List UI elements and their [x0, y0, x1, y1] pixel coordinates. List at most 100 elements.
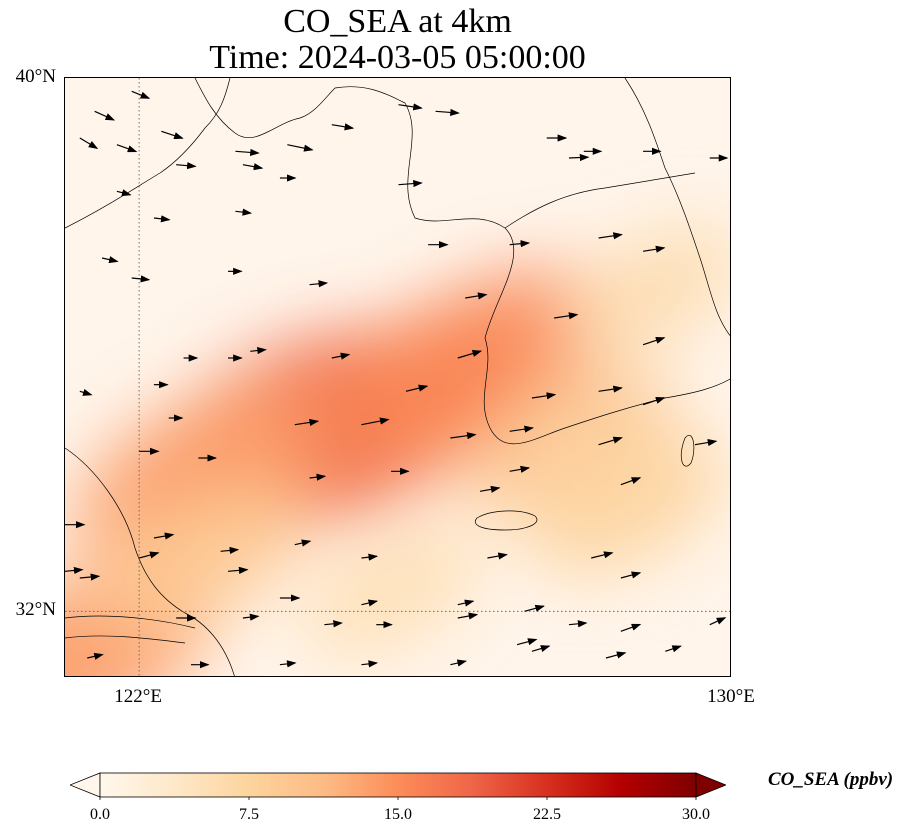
wind-vector-3	[161, 130, 184, 140]
wind-vector-88	[531, 645, 551, 652]
wind-vector-42	[79, 388, 93, 396]
colorbar-tick-label: 15.0	[384, 806, 412, 823]
wind-vector-40	[598, 385, 623, 393]
korea-west-coastline	[404, 102, 730, 445]
wind-vector-77	[324, 620, 343, 628]
lat-tick-label-40n: 40°N	[15, 66, 56, 87]
colorbar-tick-marks	[99, 797, 697, 800]
colorbar-tick-label: 22.5	[533, 806, 561, 823]
liaodong-coastline	[194, 78, 406, 139]
co-plume-core-3	[72, 387, 325, 569]
co-plume-core-8	[301, 526, 481, 657]
wind-vector-83	[87, 652, 104, 660]
wind-vector-74	[79, 573, 101, 581]
wind-vector-64	[591, 551, 614, 559]
wind-vector-18	[398, 179, 423, 188]
wind-vector-19	[116, 189, 132, 197]
jeju-island	[475, 510, 538, 531]
wind-vector-39	[531, 392, 557, 400]
co-plume-core-6	[529, 433, 727, 576]
wind-vector-29	[309, 280, 329, 288]
colorbar-tick-label: 30.0	[682, 806, 710, 823]
co-plume-core-7	[92, 482, 304, 634]
wind-vector-15	[568, 153, 590, 162]
wind-vector-2	[116, 144, 138, 153]
map-canvas	[65, 78, 730, 676]
wind-vector-79	[457, 612, 479, 620]
china-east-coastline	[65, 447, 235, 676]
chart-title-line-2: Time: 2024-03-05 05:00:00	[209, 39, 586, 76]
wind-vector-66	[65, 566, 84, 575]
map-panel	[64, 77, 731, 677]
north-korea-east-border	[504, 172, 696, 229]
wind-vector-60	[220, 546, 240, 555]
wind-vector-38	[457, 350, 483, 359]
chart-title-line-1: CO_SEA at 4km	[283, 3, 512, 40]
colorbar-body	[99, 772, 697, 798]
wind-vector-62	[361, 553, 379, 561]
colorbar-tick-label: 0.0	[90, 806, 110, 823]
wind-vector-25	[642, 245, 666, 253]
wind-vector-9	[398, 103, 423, 111]
wind-vector-56	[509, 465, 531, 473]
yangtze-estuary	[65, 615, 196, 644]
wind-vector-85	[279, 660, 297, 668]
wind-vector-86	[361, 660, 379, 668]
wind-vector-31	[554, 312, 579, 320]
lon-tick-label-130e: 130°E	[707, 686, 755, 707]
wind-vector-16	[242, 163, 264, 171]
wind-vector-49	[598, 436, 623, 446]
coastline-layer	[65, 78, 730, 676]
wind-vector-65	[620, 571, 642, 579]
wind-vector-73	[568, 620, 588, 628]
wind-vector-53	[309, 473, 327, 481]
wind-vector-81	[620, 623, 642, 632]
wind-vector-27	[131, 275, 151, 283]
korea-east-coastline	[624, 78, 730, 336]
wind-vector-50	[694, 439, 718, 447]
colorbar-low-extension	[68, 772, 101, 798]
wind-vector-47	[450, 432, 477, 440]
wind-vector-67	[138, 551, 160, 559]
wind-vector-59	[153, 532, 175, 540]
wind-vector-26	[101, 256, 119, 264]
wind-vector-6	[235, 148, 260, 157]
wind-vector-32	[642, 336, 666, 346]
colorbar-graphic	[68, 772, 728, 800]
wind-vector-80	[516, 638, 538, 646]
china-north-coastline	[65, 78, 231, 229]
colorbar-label: CO_SEA (ppbv)	[768, 769, 894, 790]
wind-vector-20	[153, 215, 171, 223]
wind-vector-72	[524, 604, 545, 612]
co-concentration-field	[65, 225, 730, 676]
wind-vector-21	[235, 208, 253, 216]
wind-vector-30	[465, 292, 488, 300]
tsushima-island	[680, 435, 695, 467]
wind-vector-61	[294, 539, 312, 547]
graticule-layer	[65, 78, 730, 676]
wind-vector-8	[331, 123, 355, 131]
wind-vector-76	[242, 613, 260, 621]
wind-vector-57	[620, 477, 642, 486]
wind-vector-90	[665, 645, 682, 653]
lat-tick-label-32n: 32°N	[15, 599, 56, 621]
wind-vector-89	[605, 651, 627, 659]
wind-vector-4	[79, 137, 99, 150]
wind-vector-35	[250, 346, 267, 355]
wind-vector-87	[450, 659, 467, 667]
wind-vector-24	[598, 232, 623, 240]
wind-vector-37	[405, 384, 429, 392]
colorbar	[68, 770, 728, 800]
wind-vector-68	[227, 566, 249, 574]
wind-vector-82	[709, 617, 727, 626]
colorbar-high-extension	[695, 772, 728, 798]
wind-vector-5	[176, 162, 197, 170]
wind-vector-63	[487, 552, 508, 560]
wind-vector-41	[642, 396, 666, 406]
wind-vector-0	[94, 110, 116, 121]
co-plume-core-9	[558, 225, 730, 358]
wind-vector-23	[509, 240, 531, 248]
wind-vector-55	[479, 485, 501, 493]
wind-vector-7	[287, 144, 314, 152]
lon-tick-label-122e: 122°E	[114, 686, 162, 707]
